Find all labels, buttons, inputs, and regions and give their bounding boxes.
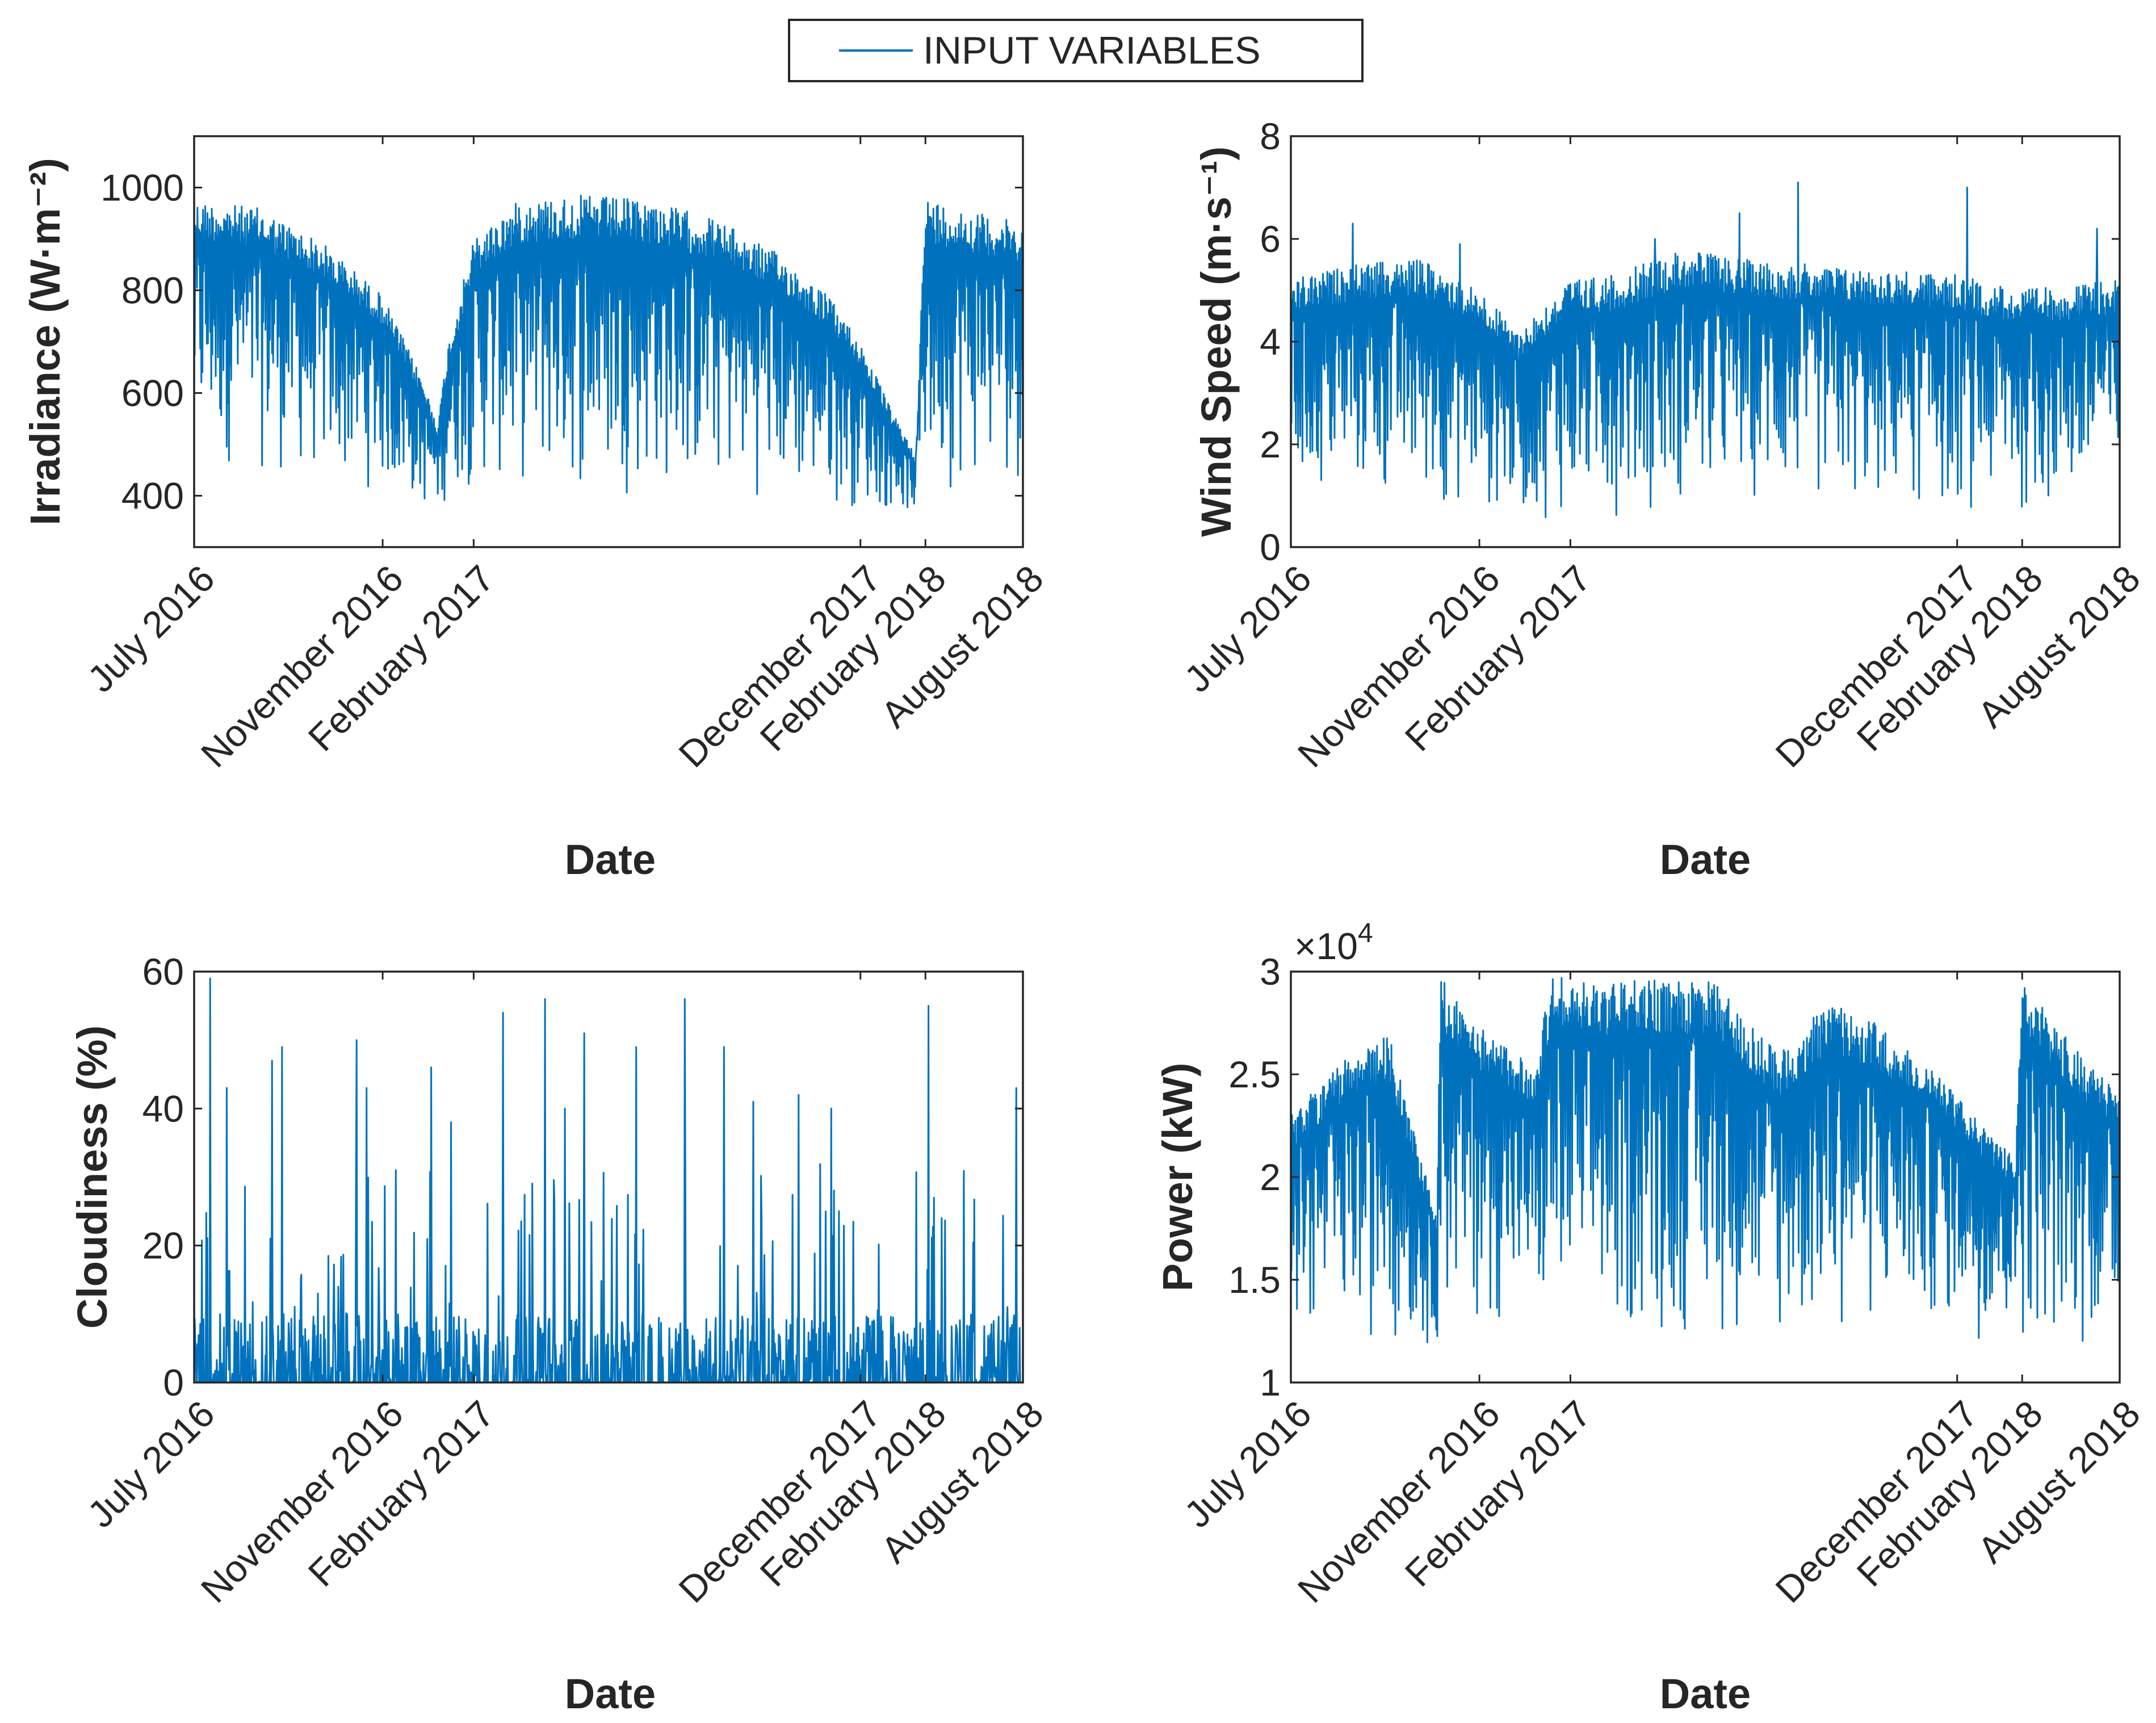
- y-tick-label: 1000: [100, 167, 184, 209]
- x-axis-label-wind-speed: Date: [1660, 836, 1751, 883]
- plot-area-power: [1291, 977, 2120, 1343]
- y-tick-label: 6: [1260, 218, 1281, 260]
- y-ticks-wind-speed: 0 2 4 6 8: [1260, 115, 2120, 568]
- x-axis-label-power: Date: [1660, 1670, 1751, 1717]
- y-ticks-power: 1 1.5 2 2.5 3: [1228, 951, 2120, 1403]
- plot-area-wind-speed: [1291, 182, 2120, 518]
- y-axis-label-wind-speed: Wind Speed (m·s⁻¹): [1193, 146, 1240, 537]
- axes-box-irradiance: [193, 135, 1024, 548]
- axes-box-cloudiness: [193, 970, 1024, 1384]
- y-ticks-cloudiness: 0 20 40 60: [142, 951, 1023, 1403]
- series-line-wind-speed: [1291, 182, 2120, 518]
- y-tick-label: 2: [1260, 1156, 1281, 1198]
- y-tick-label: 600: [121, 372, 184, 414]
- y-axis-label-irradiance: Irradiance (W·m⁻²): [22, 158, 69, 526]
- y-tick-label: 60: [142, 951, 184, 993]
- x-axis-label-irradiance: Date: [565, 836, 656, 883]
- y-tick-label: 1.5: [1228, 1259, 1281, 1301]
- y-tick-label: 0: [163, 1361, 184, 1403]
- y-tick-label: 800: [121, 270, 184, 312]
- legend-label: INPUT VARIABLES: [923, 29, 1261, 72]
- series-line-power: [1291, 977, 2120, 1343]
- y-tick-label: 1: [1260, 1361, 1281, 1403]
- y-tick-label: 8: [1260, 115, 1281, 157]
- plot-area-irradiance: [194, 195, 1023, 509]
- y-tick-label: 2.5: [1228, 1053, 1281, 1095]
- legend: INPUT VARIABLES: [788, 19, 1364, 82]
- y-exponent-base: ×10: [1294, 925, 1358, 967]
- y-tick-label: 40: [142, 1087, 184, 1129]
- y-axis-label-power: Power (kW): [1154, 1063, 1201, 1292]
- series-line-irradiance: [194, 195, 1023, 509]
- y-exponent-value: 4: [1358, 918, 1373, 948]
- y-exponent-power: ×104: [1294, 918, 1373, 967]
- y-tick-label: 2: [1260, 423, 1281, 465]
- y-ticks-irradiance: 400 600 800 1000: [100, 167, 1023, 517]
- y-axis-label-cloudiness: Cloudiness (%): [69, 1026, 116, 1329]
- y-tick-label: 0: [1260, 526, 1281, 568]
- y-tick-label: 3: [1260, 951, 1281, 993]
- y-tick-label: 400: [121, 475, 184, 517]
- x-axis-label-cloudiness: Date: [565, 1670, 656, 1717]
- y-tick-label: 4: [1260, 321, 1281, 363]
- y-tick-label: 20: [142, 1225, 184, 1267]
